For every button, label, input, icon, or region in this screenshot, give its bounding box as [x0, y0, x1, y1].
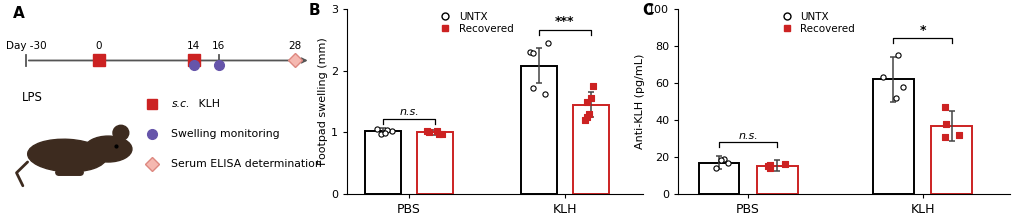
Text: n.s.: n.s. — [398, 107, 419, 117]
Point — [376, 131, 392, 135]
Point — [536, 92, 552, 96]
Point — [578, 115, 594, 119]
Point — [383, 129, 399, 132]
Point — [539, 41, 555, 44]
Legend: UNTX, Recovered: UNTX, Recovered — [434, 12, 513, 33]
Ellipse shape — [113, 125, 128, 140]
Text: 16: 16 — [212, 41, 225, 51]
Bar — [365, 131, 400, 194]
Text: LPS: LPS — [21, 91, 43, 104]
Point — [521, 50, 537, 54]
Point — [707, 167, 723, 170]
Y-axis label: Anti-KLH (pg/mL): Anti-KLH (pg/mL) — [635, 54, 645, 149]
Text: s.c.: s.c. — [171, 99, 190, 109]
Text: Day -30: Day -30 — [6, 41, 46, 51]
Point — [887, 96, 903, 100]
Point — [525, 86, 541, 90]
Point — [715, 157, 732, 161]
Point — [935, 105, 952, 109]
Y-axis label: Footpad swelling (mm): Footpad swelling (mm) — [318, 38, 327, 165]
Point — [584, 84, 600, 88]
Point — [775, 162, 792, 165]
Text: A: A — [13, 6, 25, 21]
Point — [368, 128, 384, 131]
Bar — [756, 166, 797, 194]
Point — [420, 130, 436, 133]
Bar — [930, 126, 971, 194]
Text: *: * — [918, 24, 925, 37]
Text: ***: *** — [554, 16, 574, 29]
Point — [581, 112, 597, 116]
Point — [418, 130, 434, 133]
Point — [759, 164, 775, 167]
Bar — [520, 66, 556, 194]
Point — [895, 85, 911, 88]
Point — [889, 53, 905, 57]
Text: 14: 14 — [186, 41, 200, 51]
Point — [719, 161, 736, 165]
Point — [874, 76, 891, 79]
Text: B: B — [308, 3, 320, 18]
Bar — [572, 105, 608, 194]
Ellipse shape — [28, 139, 106, 172]
Point — [935, 135, 952, 138]
Text: KLH: KLH — [195, 99, 220, 109]
Point — [579, 100, 595, 103]
Point — [524, 51, 540, 55]
Point — [433, 132, 449, 135]
Point — [712, 158, 729, 162]
Text: Serum ELISA determination: Serum ELISA determination — [171, 159, 322, 169]
Text: C: C — [641, 3, 652, 18]
Text: n.s.: n.s. — [738, 130, 757, 141]
Legend: UNTX, Recovered: UNTX, Recovered — [775, 12, 854, 33]
Text: Swelling monitoring: Swelling monitoring — [171, 129, 280, 139]
Point — [428, 129, 444, 132]
Point — [583, 97, 599, 100]
Bar — [698, 163, 739, 194]
Point — [576, 118, 592, 122]
Point — [430, 133, 446, 136]
Bar — [417, 132, 452, 194]
Point — [379, 128, 395, 132]
Point — [761, 167, 777, 170]
Point — [761, 163, 777, 166]
Point — [372, 133, 388, 136]
Point — [936, 122, 953, 125]
Point — [950, 133, 966, 137]
Text: 28: 28 — [288, 41, 301, 51]
Ellipse shape — [85, 136, 131, 162]
Text: 0: 0 — [96, 41, 102, 51]
Bar — [872, 79, 913, 194]
